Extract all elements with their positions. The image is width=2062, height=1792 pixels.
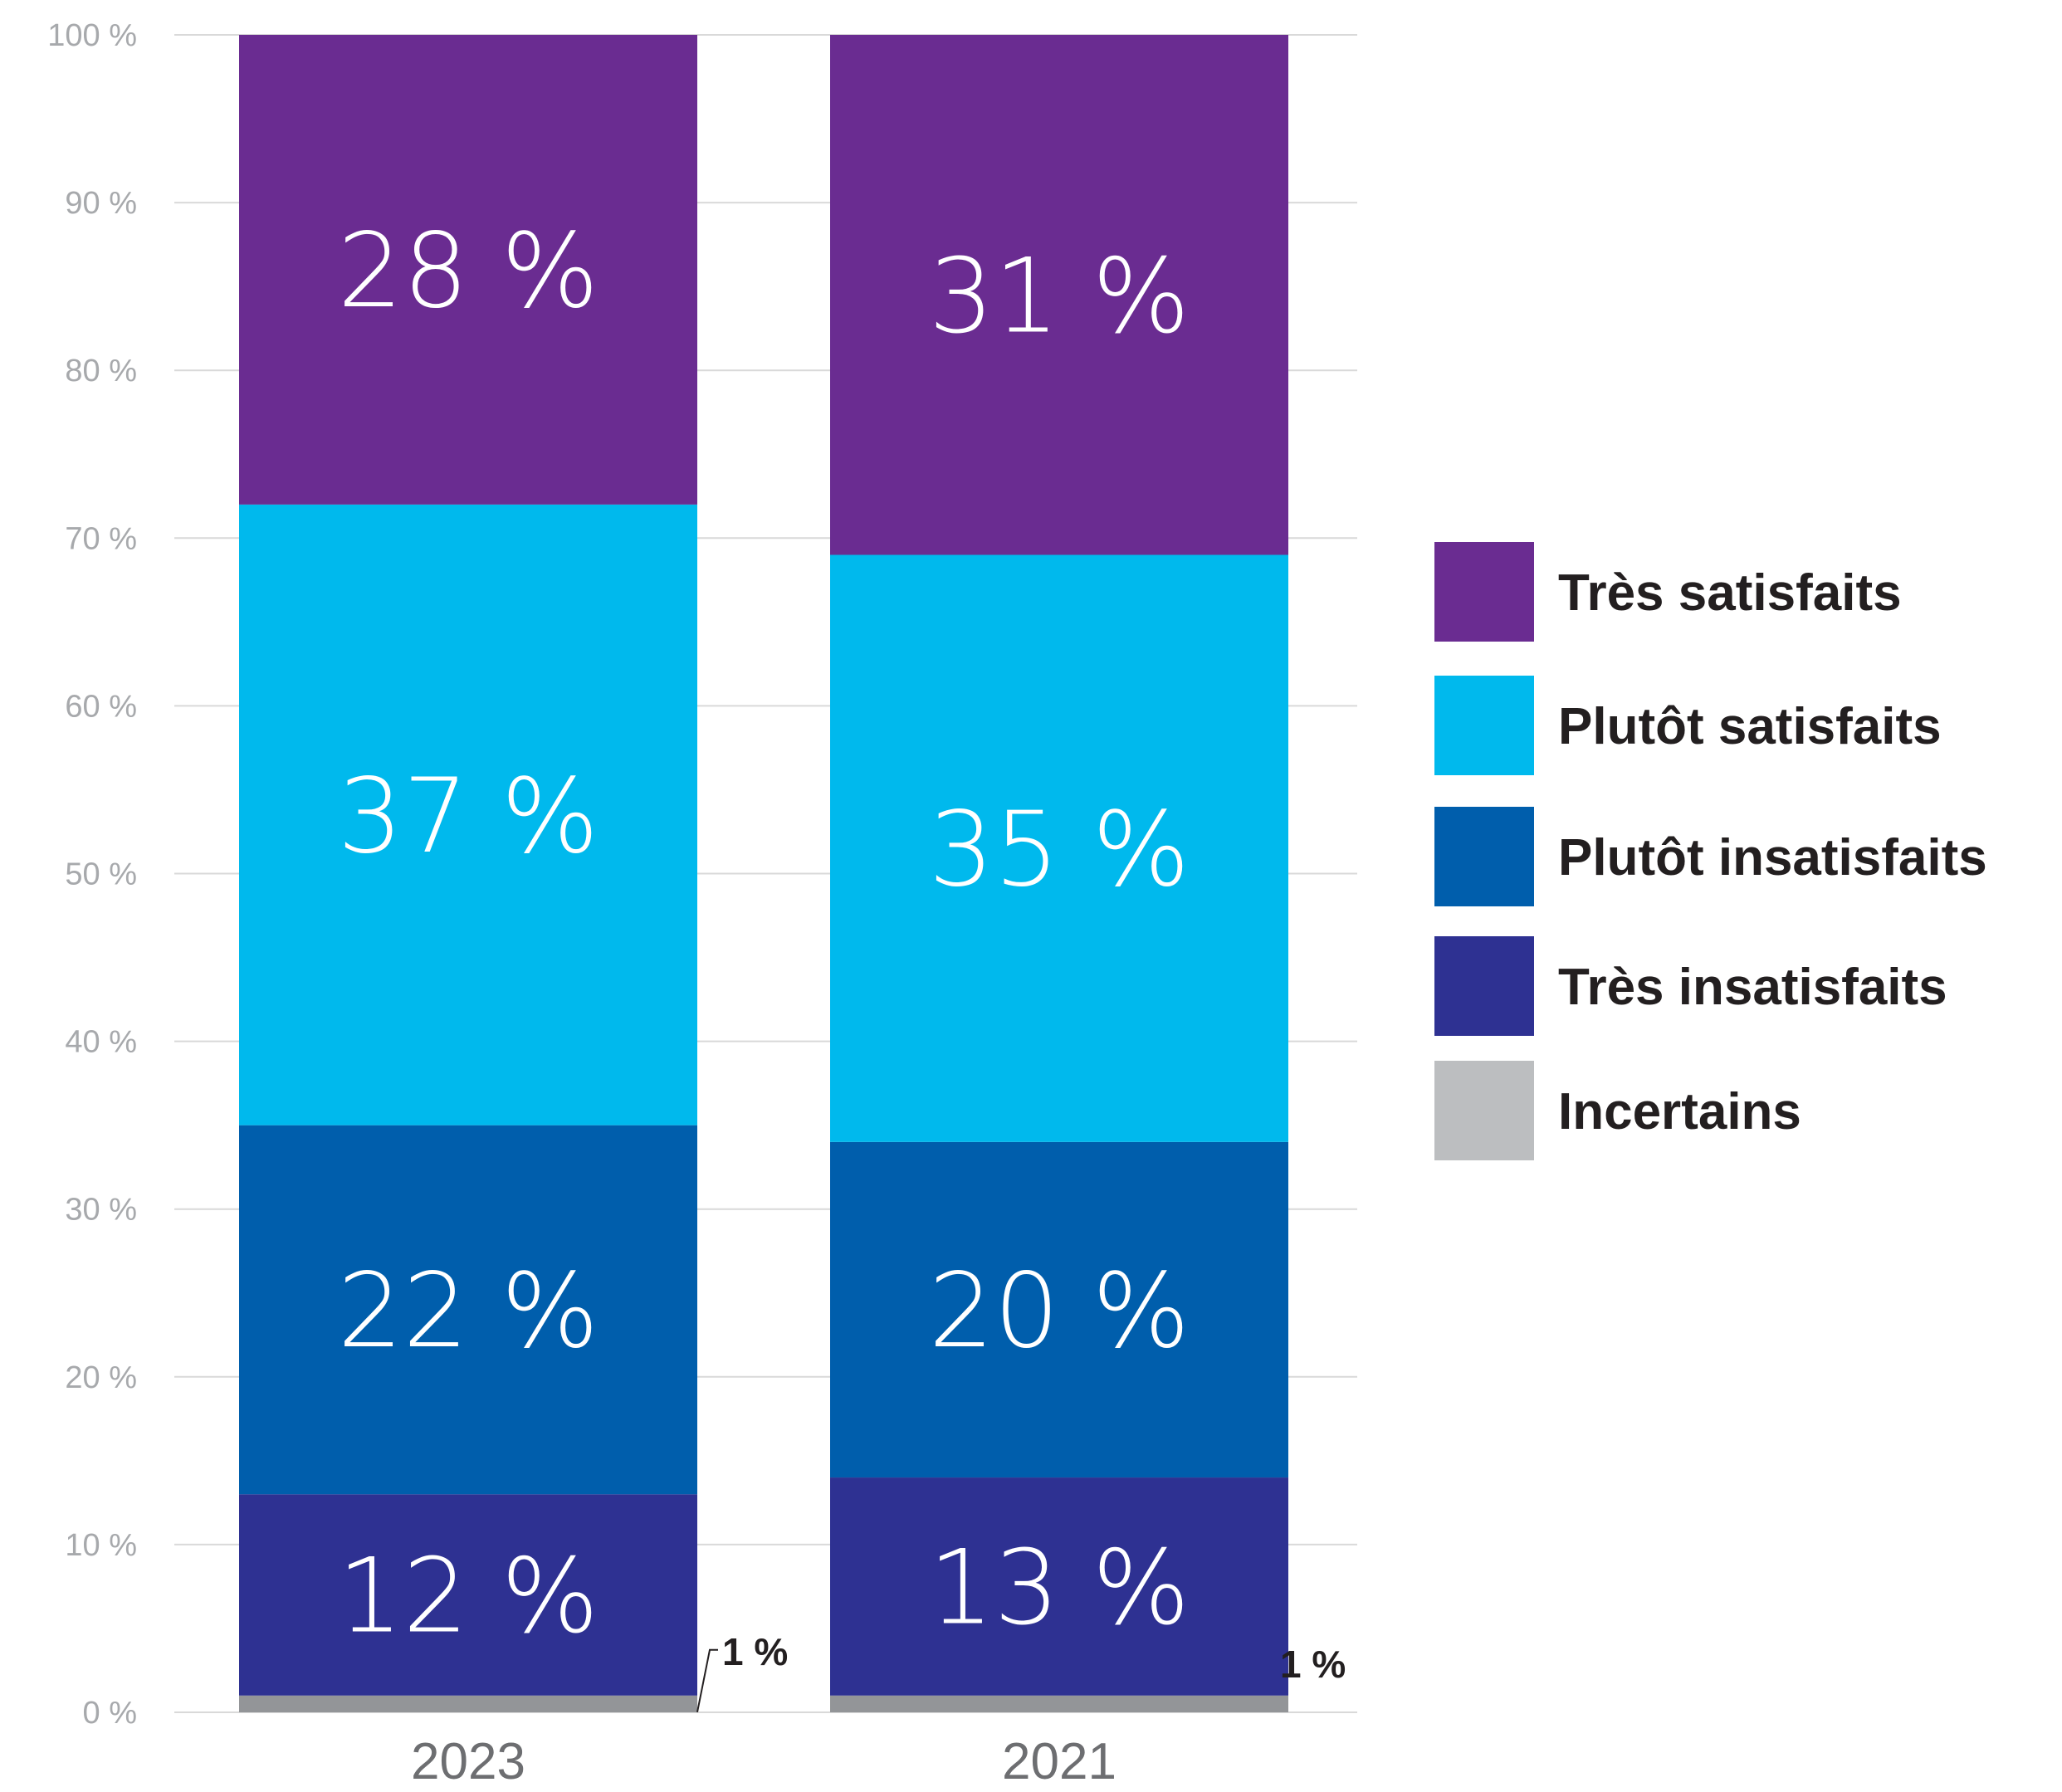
data-labels: 1 % 12 % 22 % 37 % 28 % 1 % 13 % 20 % 35 % 31 % bbox=[337, 212, 1346, 1712]
bar-segment bbox=[830, 35, 1288, 555]
y-tick-label: 30 % bbox=[65, 1193, 137, 1228]
legend-label: Plutôt satisfaits bbox=[1558, 698, 1942, 755]
legend-swatch bbox=[1434, 807, 1534, 906]
y-tick-label: 20 % bbox=[65, 1360, 137, 1395]
legend-swatch bbox=[1434, 1061, 1534, 1160]
y-tick-label: 60 % bbox=[65, 689, 137, 724]
bar-segment bbox=[830, 1477, 1288, 1696]
bar-segment bbox=[830, 1695, 1288, 1712]
y-tick-label: 50 % bbox=[65, 857, 137, 892]
bar-segment bbox=[830, 554, 1288, 1142]
legend-label: Plutôt insatisfaits bbox=[1558, 829, 1987, 886]
x-tick-label: 2021 bbox=[1002, 1733, 1117, 1790]
legend-label: Incertains bbox=[1558, 1083, 1801, 1140]
data-label: 13 % bbox=[928, 1528, 1190, 1648]
x-tick-label: 2023 bbox=[411, 1733, 525, 1790]
y-tick-label: 0 % bbox=[83, 1696, 137, 1731]
data-label: 28 % bbox=[337, 212, 599, 331]
data-label: 20 % bbox=[928, 1252, 1190, 1371]
legend-swatch bbox=[1434, 936, 1534, 1036]
data-label: 1 % bbox=[722, 1630, 788, 1673]
bar-segment bbox=[239, 504, 697, 1125]
y-tick-label: 100 % bbox=[47, 18, 137, 53]
bars bbox=[239, 35, 1288, 1712]
y-tick-label: 40 % bbox=[65, 1025, 137, 1060]
y-tick-label: 90 % bbox=[65, 186, 137, 221]
y-axis-ticks: 0 % 10 % 20 % 30 % 40 % 50 % 60 % 70 % 80 % 90 % 1… bbox=[47, 18, 137, 1731]
bar-segment bbox=[239, 35, 697, 505]
legend: Très satisfaits Plutôt satisfaits Plutôt i… bbox=[1434, 542, 1987, 1160]
legend-label: Très insatisfaits bbox=[1558, 959, 1947, 1016]
bar-segment bbox=[830, 1141, 1288, 1478]
data-label: 31 % bbox=[928, 237, 1190, 356]
bar-segment bbox=[239, 1494, 697, 1696]
bar-segment bbox=[239, 1125, 697, 1495]
data-label: 22 % bbox=[337, 1252, 599, 1371]
bar-segment bbox=[239, 1695, 697, 1712]
y-tick-label: 70 % bbox=[65, 521, 137, 556]
legend-label: Très satisfaits bbox=[1558, 564, 1902, 622]
data-label: 1 % bbox=[1280, 1643, 1346, 1686]
data-label: 35 % bbox=[928, 790, 1190, 910]
data-label: 37 % bbox=[337, 757, 599, 876]
legend-swatch bbox=[1434, 542, 1534, 642]
x-axis-ticks: 2023 2021 bbox=[411, 1733, 1117, 1790]
y-tick-label: 10 % bbox=[65, 1528, 137, 1563]
y-tick-label: 80 % bbox=[65, 354, 137, 388]
data-label: 12 % bbox=[337, 1537, 599, 1657]
legend-swatch bbox=[1434, 676, 1534, 775]
callout-line bbox=[696, 1648, 718, 1712]
